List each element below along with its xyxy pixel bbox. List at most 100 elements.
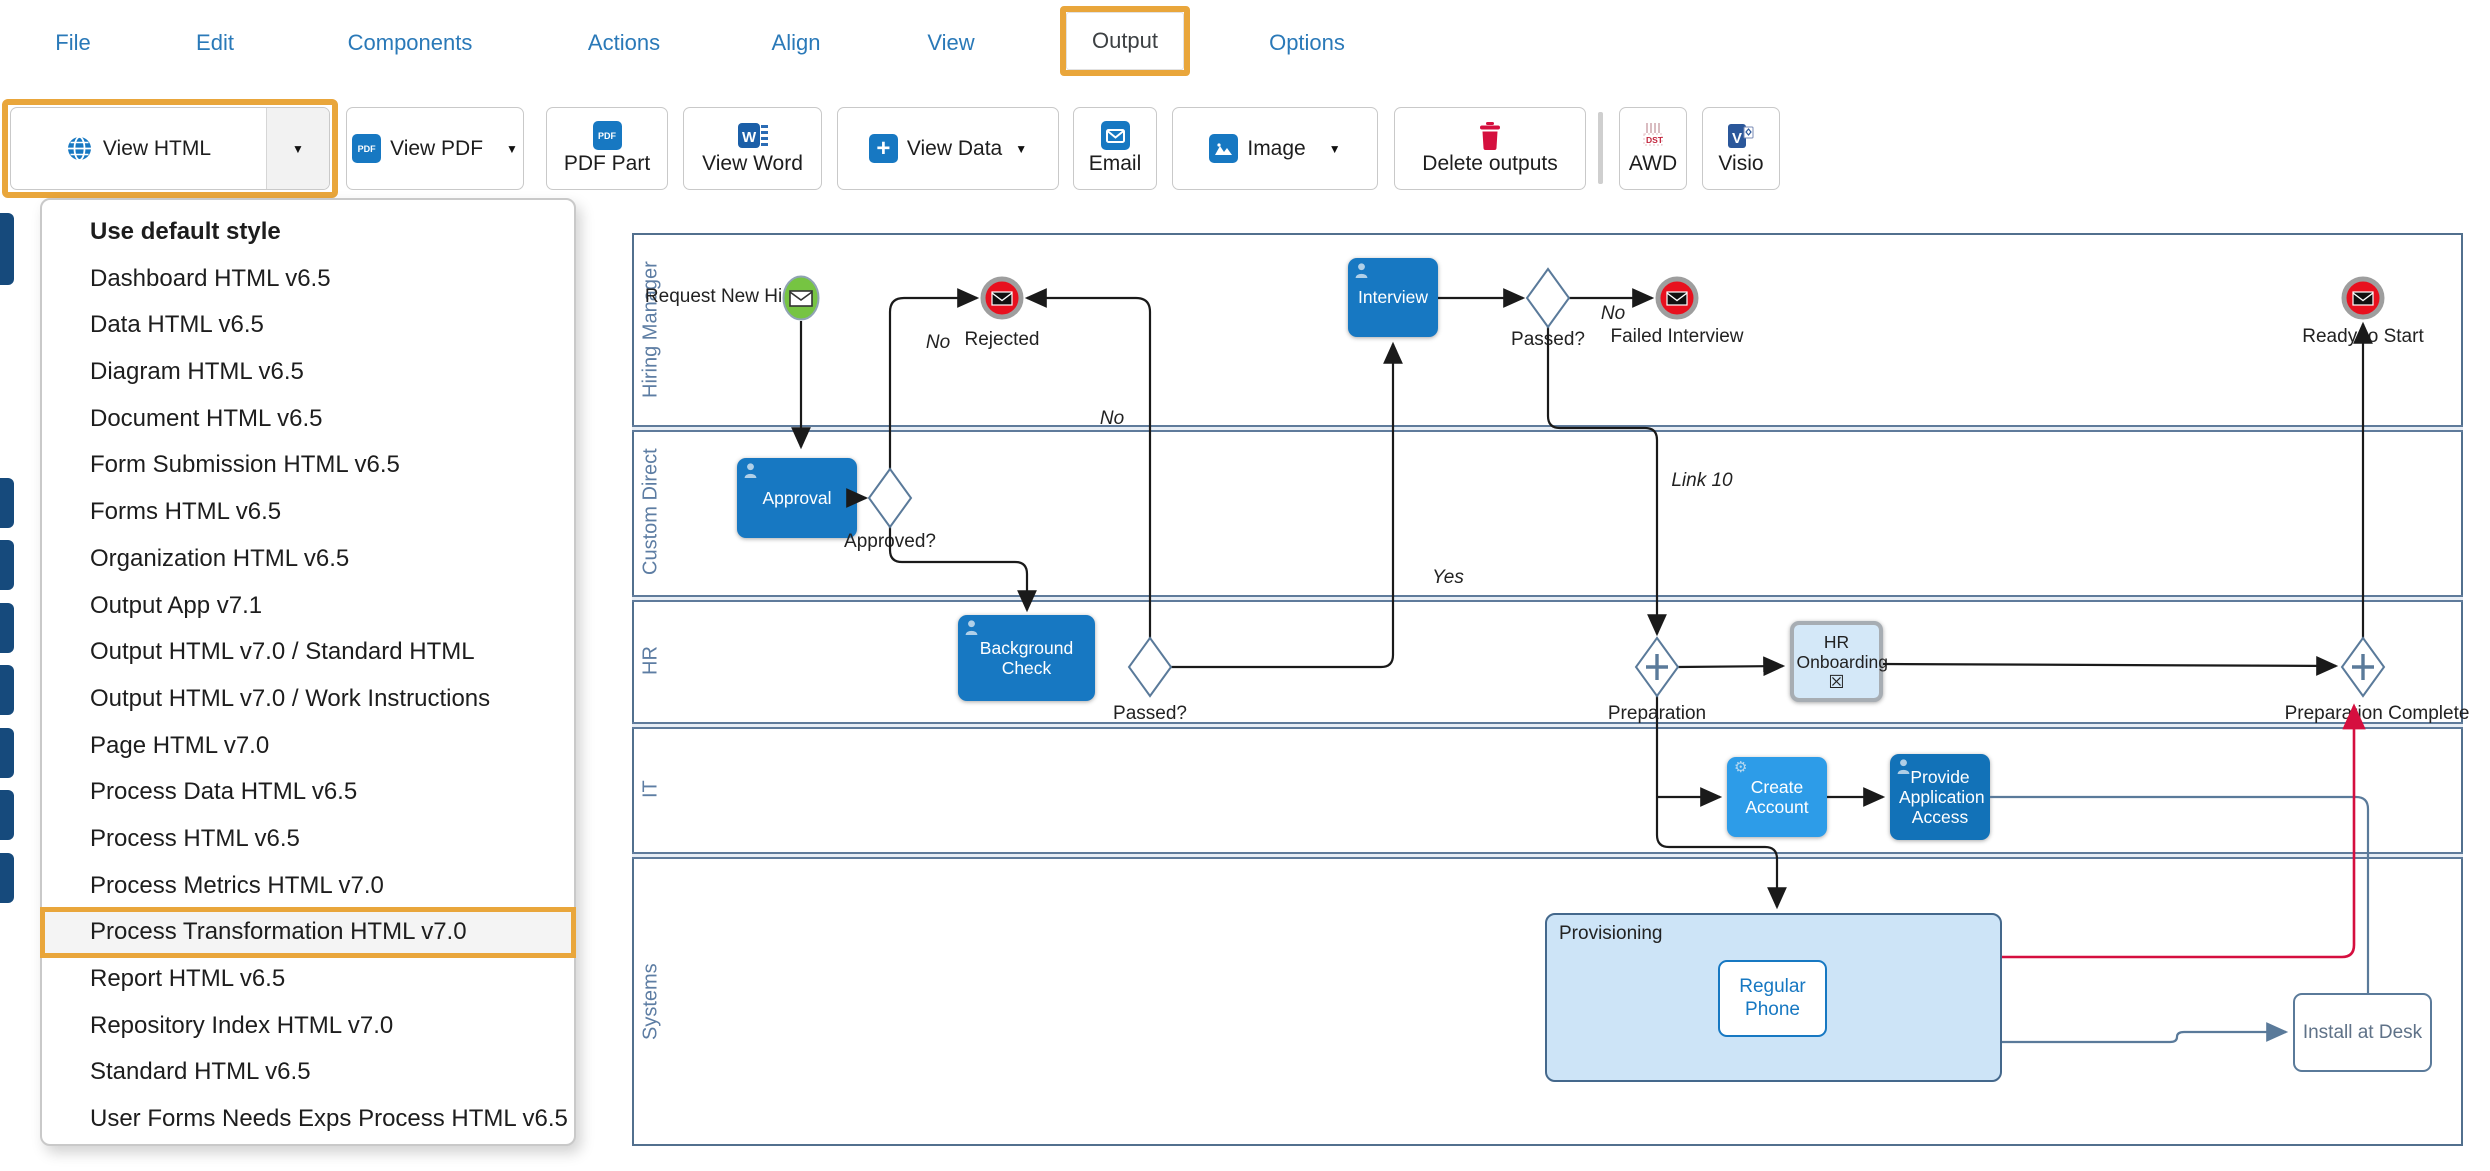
hidden-button-fragment — [0, 478, 14, 528]
dropdown-item-dashboard[interactable]: Dashboard HTML v6.5 — [90, 264, 331, 292]
task-label: Install at Desk — [2302, 1021, 2423, 1043]
trash-icon — [1480, 121, 1500, 150]
task-regular-phone[interactable]: Regular Phone — [1718, 960, 1827, 1037]
dropdown-item-document[interactable]: Document HTML v6.5 — [90, 404, 323, 432]
dropdown-item-output-standard[interactable]: Output HTML v7.0 / Standard HTML — [90, 638, 475, 666]
dropdown-item-standard[interactable]: Standard HTML v6.5 — [90, 1058, 311, 1086]
task-approval[interactable]: Approval — [737, 458, 857, 538]
hidden-button-fragment — [0, 665, 14, 715]
user-icon — [965, 620, 978, 635]
menu-components[interactable]: Components — [347, 30, 473, 55]
dropdown-item-output-work-instructions[interactable]: Output HTML v7.0 / Work Instructions — [90, 684, 491, 712]
task-label: Provide Application Access — [1899, 766, 1985, 828]
dropdown-item-user-forms[interactable]: User Forms Needs Exps Process HTML v6.5 — [90, 1105, 568, 1133]
task-background-check[interactable]: Background Check — [958, 615, 1095, 701]
task-label: Create Account — [1745, 776, 1809, 817]
menu-view[interactable]: View — [927, 30, 975, 55]
pdf-part-label: PDF Part — [563, 152, 651, 175]
task-label: Background Check — [979, 637, 1074, 678]
view-pdf-button[interactable]: PDF View PDF ▼ — [346, 107, 524, 190]
pdf-part-button[interactable]: PDF PDF Part — [546, 107, 668, 190]
svg-text:V: V — [1732, 130, 1742, 147]
lane-custom-direct: Custom Direct — [639, 448, 662, 576]
dropdown-item-organization[interactable]: Organization HTML v6.5 — [90, 544, 350, 572]
dropdown-item-default[interactable]: Use default style — [90, 218, 281, 245]
menu-file[interactable]: File — [55, 30, 91, 55]
task-label: Interview — [1357, 287, 1429, 308]
email-icon — [1100, 121, 1130, 150]
hidden-button-fragment — [0, 603, 14, 653]
label-preparation-complete: Preparation Complete — [2284, 703, 2470, 724]
task-hr-onboarding[interactable]: HR Onboarding ☒ — [1790, 621, 1888, 702]
label-passed-1: Passed? — [1511, 329, 1585, 350]
menu-bar: File Edit Components Actions Align View … — [0, 0, 2490, 90]
label-preparation: Preparation — [1607, 703, 1707, 724]
user-icon — [744, 463, 757, 478]
lane-divider — [632, 595, 2463, 602]
image-button[interactable]: Image ▼ — [1172, 107, 1378, 190]
dropdown-item-output-app[interactable]: Output App v7.1 — [90, 591, 263, 619]
hidden-button-fragment — [0, 213, 14, 285]
view-word-button[interactable]: W View Word — [683, 107, 822, 190]
hidden-button-fragment — [0, 540, 14, 590]
menu-align[interactable]: Align — [771, 30, 821, 55]
lane-divider — [632, 852, 2463, 859]
add-data-icon: + — [868, 134, 898, 163]
lane-hr: HR — [639, 646, 662, 676]
task-label: HR Onboarding — [1796, 631, 1888, 672]
hidden-button-fragment — [0, 790, 14, 840]
delete-outputs-button[interactable]: Delete outputs — [1394, 107, 1586, 190]
dropdown-item-process-data[interactable]: Process Data HTML v6.5 — [90, 778, 358, 806]
email-label: Email — [1088, 152, 1142, 175]
group-provisioning[interactable]: Provisioning — [1545, 913, 2002, 1082]
pdf-icon: PDF — [352, 134, 382, 163]
dropdown-item-process-transformation[interactable]: Process Transformation HTML v7.0 — [40, 907, 576, 958]
group-title: Provisioning — [1559, 923, 1663, 944]
awd-label: AWD — [1628, 151, 1678, 175]
menu-output-highlight: Output — [1060, 6, 1190, 76]
menu-actions[interactable]: Actions — [587, 30, 661, 55]
dropdown-item-process[interactable]: Process HTML v6.5 — [90, 824, 300, 852]
globe-icon — [67, 136, 91, 161]
lane-divider — [632, 722, 2463, 729]
visio-button[interactable]: V Visio — [1702, 107, 1780, 190]
task-provide-application-access[interactable]: Provide Application Access — [1890, 754, 1990, 840]
dropdown-item-report[interactable]: Report HTML v6.5 — [90, 965, 286, 992]
dropdown-item-process-metrics[interactable]: Process Metrics HTML v7.0 — [90, 871, 384, 899]
dropdown-item-page[interactable]: Page HTML v7.0 — [90, 731, 270, 759]
task-label: Regular Phone — [1739, 975, 1806, 1020]
task-install-at-desk[interactable]: Install at Desk — [2293, 993, 2432, 1072]
task-create-account[interactable]: ⚙ Create Account — [1727, 757, 1827, 837]
dropdown-item-form-submission[interactable]: Form Submission HTML v6.5 — [90, 451, 400, 479]
svg-text:W: W — [742, 129, 757, 146]
label-rejected: Rejected — [964, 329, 1040, 350]
gear-icon: ⚙ — [1734, 759, 1748, 776]
dropdown-item-diagram[interactable]: Diagram HTML v6.5 — [90, 358, 304, 386]
label-failed-interview: Failed Interview — [1610, 326, 1744, 347]
dropdown-item-data[interactable]: Data HTML v6.5 — [90, 311, 264, 339]
menu-edit[interactable]: Edit — [196, 30, 234, 55]
menu-options[interactable]: Options — [1269, 30, 1345, 55]
subprocess-marker-icon: ☒ — [1828, 672, 1845, 693]
awd-button[interactable]: DST AWD — [1619, 107, 1687, 190]
user-icon — [1355, 263, 1368, 278]
lane-divider — [632, 425, 2463, 432]
dropdown-item-repository-index[interactable]: Repository Index HTML v7.0 — [90, 1011, 394, 1039]
edge-label-no-2: No — [1099, 408, 1125, 429]
task-interview[interactable]: Interview — [1348, 258, 1438, 337]
view-html-label: View HTML — [102, 136, 212, 160]
view-html-dropdown-toggle[interactable]: ▼ — [266, 108, 329, 189]
menu-output[interactable]: Output — [1066, 12, 1184, 70]
image-label: Image — [1247, 136, 1306, 160]
label-passed-2: Passed? — [1113, 703, 1187, 724]
edge-label-link10: Link 10 — [1671, 470, 1733, 491]
hidden-button-fragment — [0, 728, 14, 778]
visio-label: Visio — [1718, 151, 1764, 175]
user-icon — [1897, 759, 1910, 774]
edge-label-yes: Yes — [1432, 567, 1464, 588]
view-data-button[interactable]: + View Data ▼ — [837, 107, 1059, 190]
email-button[interactable]: Email — [1073, 107, 1157, 190]
dropdown-item-forms[interactable]: Forms HTML v6.5 — [90, 498, 282, 526]
view-html-button[interactable]: View HTML ▼ — [10, 107, 330, 190]
toolbar-divider — [1598, 112, 1603, 184]
